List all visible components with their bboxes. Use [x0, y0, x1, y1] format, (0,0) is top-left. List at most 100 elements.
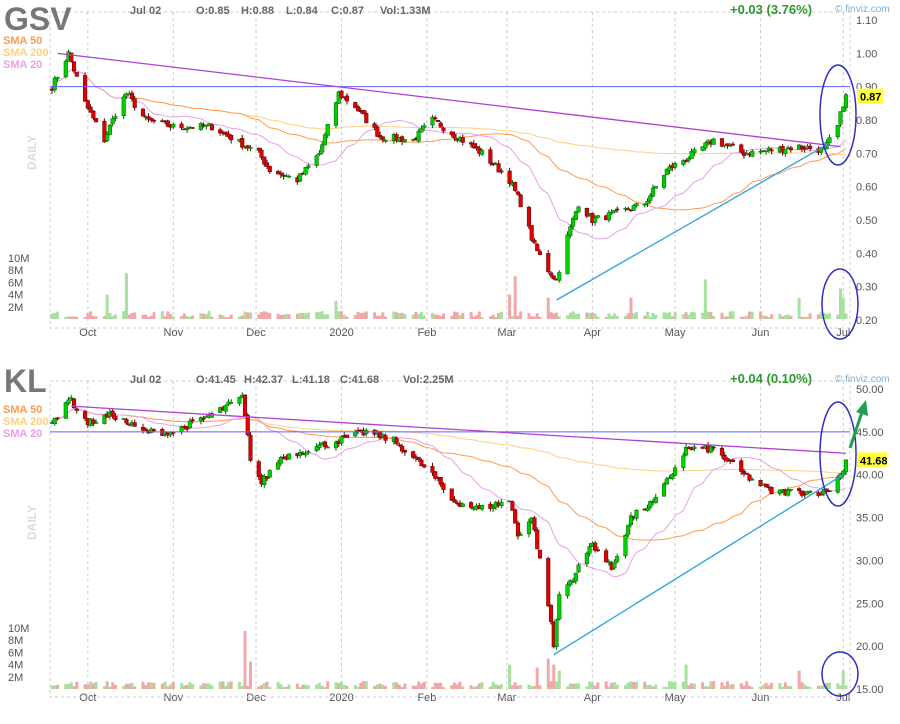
volume-bar [651, 686, 655, 689]
volume-bar [279, 684, 283, 689]
volume-bar [75, 316, 79, 319]
candle-body [730, 459, 736, 462]
volume-bar [574, 313, 578, 319]
candle-body [777, 489, 782, 495]
volume-bar [665, 313, 669, 319]
volume-bar [781, 686, 785, 689]
volume-bar [588, 681, 592, 689]
volume-bar [243, 311, 247, 319]
volume-bar [397, 684, 401, 689]
volume-bar [764, 682, 768, 689]
candle-body [571, 581, 576, 583]
candle-body [452, 133, 457, 139]
volume-bar [469, 311, 473, 319]
volume-bar [64, 316, 68, 319]
volume-bar [593, 685, 597, 689]
volume-bar [822, 684, 826, 689]
candle-body [496, 163, 501, 173]
volume-bar [513, 682, 517, 689]
volume-label: Vol:1.33M [380, 5, 431, 17]
sma-50-line [51, 409, 847, 541]
volume-bar [279, 315, 283, 319]
volume-bar [362, 312, 366, 319]
volume-bar [585, 312, 589, 319]
volume-bar [243, 631, 247, 689]
candle-body [518, 194, 523, 208]
volume-bar [339, 681, 343, 689]
volume-bar [50, 685, 54, 689]
volume-bar [712, 316, 716, 319]
volume-bar [480, 317, 484, 319]
volume-bar [450, 685, 454, 689]
volume-bar [557, 316, 561, 319]
volume-bar [72, 316, 76, 319]
volume-bar [499, 311, 503, 319]
volume-bar [596, 682, 600, 689]
volume-bar [89, 681, 93, 689]
volume-bar [199, 685, 203, 689]
x-tick-label: Oct [79, 692, 96, 704]
volume-bar [102, 315, 106, 319]
candle-body [430, 466, 435, 473]
volume-bar [706, 686, 710, 689]
volume-bar [210, 685, 214, 689]
candle-body [626, 525, 631, 535]
candle-body [763, 483, 769, 488]
volume-bar [838, 685, 842, 689]
volume-bar [403, 313, 407, 319]
volume-bar [819, 312, 823, 319]
volume-bar [648, 684, 652, 689]
legend-sma-20: SMA 20 [3, 428, 42, 440]
volume-bar [436, 683, 440, 689]
candle-body [584, 553, 589, 564]
candle-body [339, 90, 344, 98]
volume-bar [207, 311, 211, 319]
volume-bar [317, 312, 321, 319]
volume-bar [122, 685, 126, 689]
candle-body [344, 434, 350, 438]
last-price-box [857, 452, 887, 468]
volume-bar [552, 664, 556, 689]
volume-bar [204, 314, 208, 319]
y-tick-label: 30.00 [856, 555, 884, 567]
volume-bar [626, 682, 630, 689]
volume-bar [532, 316, 536, 319]
volume-bar [571, 311, 575, 319]
candle-body [140, 108, 146, 117]
candle-body [85, 100, 90, 109]
volume-bar [113, 314, 117, 319]
x-tick-label: Feb [417, 327, 436, 339]
x-tick-label: Mar [497, 692, 516, 704]
volume-bar [422, 681, 426, 689]
volume-bar [800, 316, 804, 319]
volume-bar [764, 315, 768, 319]
candle-body [361, 110, 366, 115]
candle-body [353, 102, 358, 109]
volume-bar [546, 658, 550, 689]
volume-bar [728, 684, 732, 689]
candle-body [645, 507, 650, 511]
volume-bar [345, 316, 349, 319]
volume-bar [218, 681, 222, 689]
volume-bar [160, 683, 164, 689]
volume-bar [748, 685, 752, 689]
volume-bar [701, 682, 705, 689]
candle-body [593, 542, 598, 551]
candle-body [648, 501, 653, 508]
volume-bar [819, 685, 823, 689]
candle-body [441, 127, 446, 132]
volume-bar [670, 316, 674, 319]
volume-bar [392, 311, 396, 319]
candle-body [766, 148, 771, 151]
candle-body [499, 170, 504, 173]
x-tick-label: Dec [246, 692, 266, 704]
candle-body [576, 564, 581, 573]
volume-bar [356, 311, 360, 319]
ticker-symbol: GSV [4, 1, 72, 37]
volume-bar [359, 682, 363, 689]
volume-bar [805, 316, 809, 319]
candle-body [375, 126, 380, 137]
candle-body [256, 147, 261, 151]
volume-bar [364, 311, 368, 319]
volume-bar [67, 684, 71, 689]
